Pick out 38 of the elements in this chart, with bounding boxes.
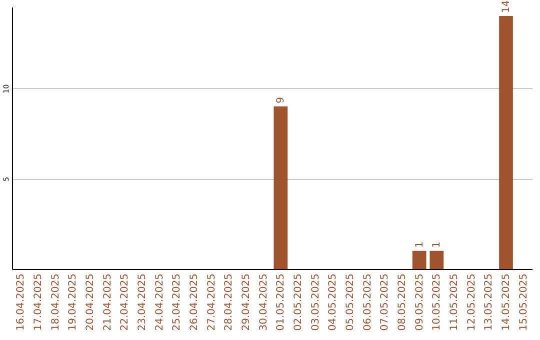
data-label: 1 <box>414 242 426 248</box>
x-tick-label: 04.05.2025 <box>328 274 339 331</box>
x-tick-label: 13.05.2025 <box>484 274 495 331</box>
x-tick-label: 12.05.2025 <box>466 274 478 331</box>
x-tick-label: 14.05.2025 <box>501 274 512 331</box>
bar <box>430 250 444 269</box>
x-tick-label: 29.04.2025 <box>241 274 252 331</box>
x-tick-label: 15.05.2025 <box>518 274 530 331</box>
x-tick-label: 30.04.2025 <box>258 274 270 331</box>
x-tick-label: 26.04.2025 <box>189 274 200 331</box>
x-tick-label: 01.05.2025 <box>276 274 287 331</box>
x-tick-label: 18.04.2025 <box>50 274 62 331</box>
x-tick-label: 02.05.2025 <box>293 274 304 331</box>
data-label: 14 <box>501 0 512 14</box>
x-tick-label: 16.04.2025 <box>16 274 27 331</box>
x-tick-label: 28.04.2025 <box>224 274 235 331</box>
x-tick-label: 10.05.2025 <box>432 274 443 331</box>
x-tick-label: 06.05.2025 <box>362 274 374 331</box>
x-tick-label: 19.04.2025 <box>68 274 79 331</box>
x-tick-label: 11.05.2025 <box>449 274 460 331</box>
x-tick-label: 08.05.2025 <box>397 274 408 331</box>
x-tick-label: 05.05.2025 <box>345 274 356 331</box>
bar <box>412 250 426 269</box>
x-tick-label: 23.04.2025 <box>137 274 148 331</box>
x-tick-label: 25.04.2025 <box>172 274 183 331</box>
x-tick-label: 27.04.2025 <box>206 274 218 331</box>
x-tick-label: 24.04.2025 <box>154 274 166 331</box>
data-label: 1 <box>432 242 443 248</box>
x-tick-label: 07.05.2025 <box>380 274 391 331</box>
x-tick-label: 20.04.2025 <box>85 274 96 331</box>
bar <box>499 16 513 269</box>
x-tick-label: 21.04.2025 <box>102 274 114 331</box>
x-tick-label: 22.04.2025 <box>120 274 131 331</box>
data-label: 9 <box>276 97 287 104</box>
x-tick-label: 03.05.2025 <box>310 274 322 331</box>
x-tick-label: 17.04.2025 <box>33 274 44 331</box>
x-tick-label: 09.05.2025 <box>414 274 426 331</box>
bar <box>274 106 288 269</box>
